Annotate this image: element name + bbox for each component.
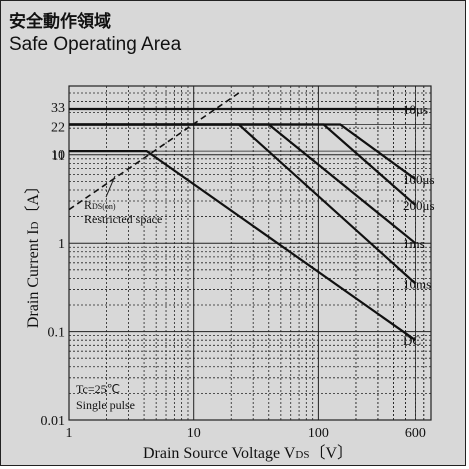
series-line-10ms — [69, 123, 417, 285]
x-tick-label: 100 — [308, 426, 329, 441]
y-axis-label: Drain Current ID〔A〕 — [24, 178, 42, 328]
x-tick-label: 600 — [405, 426, 426, 441]
chart-title-english: Safe Operating Area — [9, 34, 182, 55]
x-tick-label: 1 — [66, 426, 73, 441]
series-label: 10ms — [403, 276, 431, 291]
series-label: 100μs — [403, 172, 435, 187]
single-pulse-label: Single pulse — [76, 398, 135, 412]
series-label: 10μs — [403, 102, 428, 117]
series-label: 1ms — [403, 236, 425, 251]
series-line-DC — [69, 150, 417, 342]
restricted-space-label: Restricted space — [84, 212, 162, 226]
rds-on-limit-line — [69, 92, 240, 211]
x-tick-label: 10 — [187, 426, 201, 441]
series-label: DC — [403, 333, 421, 348]
y-tick-label: 0.1 — [48, 326, 66, 341]
plot-area — [68, 85, 432, 421]
y-tick-label: 33 — [51, 101, 65, 116]
y-tick-label: 1 — [58, 237, 65, 252]
chart-title-japanese: 安全動作領域 — [9, 12, 111, 32]
rds-on-label: RDS(on) — [84, 198, 116, 212]
tc-label: Tc=25℃ — [76, 382, 120, 396]
series-label: 200μs — [403, 198, 435, 213]
x-axis-label: Drain Source Voltage VDS〔V〕 — [143, 444, 353, 462]
series-group — [69, 92, 417, 342]
y-tick-label: 10 — [51, 148, 65, 163]
y-tick-label: 22 — [51, 121, 65, 136]
rds-annotation-leader — [105, 175, 116, 198]
y-tick-label: 11 — [52, 149, 65, 164]
y-tick-label: 0.01 — [41, 414, 66, 429]
